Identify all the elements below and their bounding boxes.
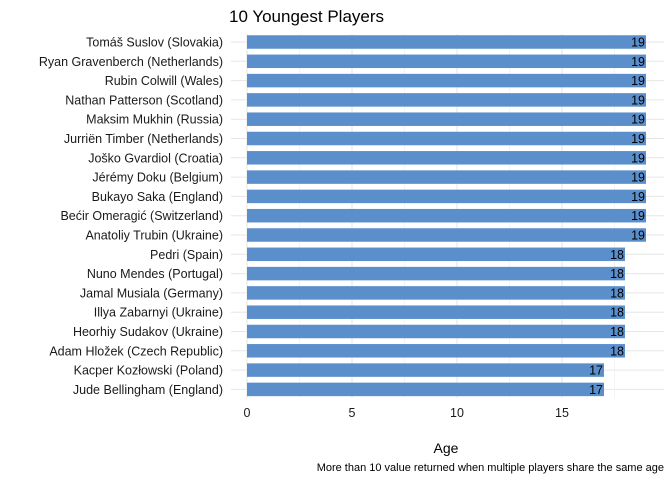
y-tick-label: Ryan Gravenberch (Netherlands) — [39, 55, 223, 69]
data-label: 19 — [631, 132, 645, 146]
y-tick-label: Illya Zabarnyi (Ukraine) — [94, 306, 223, 320]
bar — [247, 228, 646, 242]
y-tick-label: Bećir Omeragić (Switzerland) — [60, 209, 223, 223]
bar — [247, 305, 625, 319]
y-tick-label: Pedri (Spain) — [150, 248, 223, 262]
bar — [247, 363, 604, 377]
y-tick-label: Nuno Mendes (Portugal) — [87, 267, 223, 281]
bar — [247, 170, 646, 184]
data-label: 19 — [631, 151, 645, 165]
x-axis-label: Age — [434, 440, 459, 456]
data-label: 19 — [631, 36, 645, 50]
data-label: 19 — [631, 113, 645, 127]
bar — [247, 247, 625, 262]
bar — [247, 189, 646, 204]
value-labels: 19 19 19 19 19 19 19 19 19 19 19 18 18 18 18 18 18 17 17 — [589, 36, 645, 397]
data-label: 19 — [631, 229, 645, 243]
bar — [247, 324, 625, 339]
data-label: 17 — [589, 364, 603, 378]
data-label: 18 — [610, 325, 624, 339]
y-tick-label: Jérémy Doku (Belgium) — [92, 171, 223, 185]
bars — [247, 35, 646, 397]
data-label: 19 — [631, 190, 645, 204]
y-tick-label: Adam Hložek (Czech Republic) — [49, 344, 223, 358]
bar — [247, 131, 646, 146]
x-tick-label: 5 — [349, 406, 356, 420]
bar — [247, 266, 625, 281]
y-tick-label: Rubin Colwill (Wales) — [105, 74, 223, 88]
y-tick-label: Joško Gvardiol (Croatia) — [88, 151, 223, 165]
bar — [247, 286, 625, 300]
y-tick-label: Anatoliy Trubin (Ukraine) — [85, 229, 223, 243]
y-tick-label: Maksim Mukhin (Russia) — [86, 113, 223, 127]
data-label: 19 — [631, 55, 645, 69]
data-label: 19 — [631, 171, 645, 185]
y-tick-label: Jude Bellingham (England) — [73, 383, 223, 397]
data-label: 18 — [610, 286, 624, 300]
bar — [247, 208, 646, 223]
data-label: 18 — [610, 248, 624, 262]
x-tick-label: 0 — [244, 406, 251, 420]
bar — [247, 112, 646, 126]
x-tick-label: 15 — [555, 406, 569, 420]
bar — [247, 151, 646, 165]
y-tick-label: Kacper Kozłowski (Poland) — [74, 364, 223, 378]
y-axis-labels: Tomáš Suslov (Slovakia) Ryan Gravenberch … — [39, 36, 223, 397]
data-label: 18 — [610, 306, 624, 320]
data-label: 19 — [631, 209, 645, 223]
data-label: 19 — [631, 74, 645, 88]
y-tick-label: Tomáš Suslov (Slovakia) — [86, 36, 223, 50]
chart-title: 10 Youngest Players — [229, 7, 384, 26]
y-tick-label: Bukayo Saka (England) — [92, 190, 223, 204]
bar — [247, 73, 646, 88]
y-tick-label: Jurriën Timber (Netherlands) — [64, 132, 223, 146]
data-label: 18 — [610, 267, 624, 281]
bar — [247, 54, 646, 69]
data-label: 19 — [631, 93, 645, 107]
y-tick-label: Nathan Patterson (Scotland) — [65, 93, 223, 107]
data-label: 18 — [610, 344, 624, 358]
y-tick-label: Jamal Musiala (Germany) — [80, 286, 223, 300]
bar — [247, 382, 604, 397]
bar — [247, 93, 646, 107]
data-label: 17 — [589, 383, 603, 397]
bar — [247, 35, 646, 49]
bar — [247, 344, 625, 358]
x-axis-ticks: 0 5 10 15 — [244, 406, 569, 420]
chart-caption: More than 10 value returned when multipl… — [317, 462, 664, 474]
x-tick-label: 10 — [450, 406, 464, 420]
y-tick-label: Heorhiy Sudakov (Ukraine) — [73, 325, 223, 339]
